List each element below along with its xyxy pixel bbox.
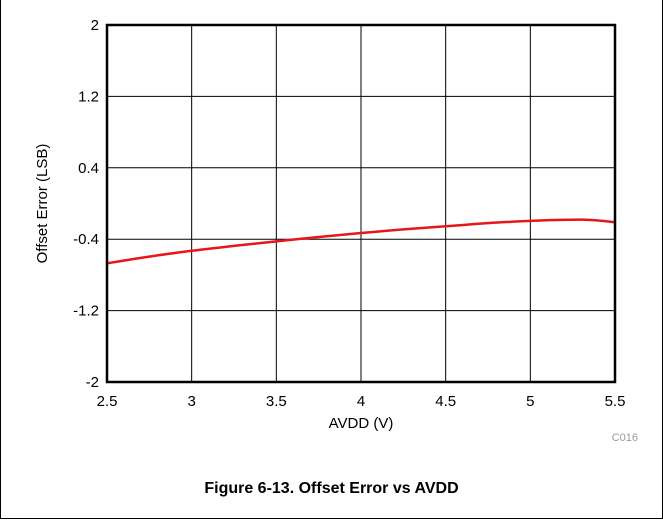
- y-axis-label: Offset Error (LSB): [34, 144, 51, 264]
- y-tick-label: 2: [91, 17, 99, 34]
- y-tick-label: -0.4: [73, 231, 99, 248]
- x-tick-label: 5.5: [605, 393, 626, 410]
- grid: [107, 25, 615, 382]
- y-tick-label: 1.2: [78, 88, 99, 105]
- x-tick-label: 3: [187, 393, 195, 410]
- tick-labels: 2.5 3 3.5 4 4.5 5 5.5 2 1.2 0.4 -0.4 -1.2 -2: [73, 17, 625, 410]
- figure-code: C016: [612, 432, 638, 444]
- y-tick-label: 0.4: [78, 160, 99, 177]
- x-tick-label: 3.5: [266, 393, 287, 410]
- x-tick-label: 4: [357, 393, 365, 410]
- x-tick-label: 5: [526, 393, 534, 410]
- figure-caption: Figure 6-13. Offset Error vs AVDD: [204, 480, 459, 497]
- y-tick-label: -1.2: [73, 303, 99, 320]
- x-tick-label: 2.5: [97, 393, 118, 410]
- series-line: [105, 218, 617, 265]
- x-tick-label: 4.5: [435, 393, 456, 410]
- x-axis-label: AVDD (V): [329, 415, 394, 432]
- y-tick-label: -2: [86, 374, 99, 391]
- series-layer: [105, 218, 617, 265]
- plot-area-border: [105, 23, 617, 384]
